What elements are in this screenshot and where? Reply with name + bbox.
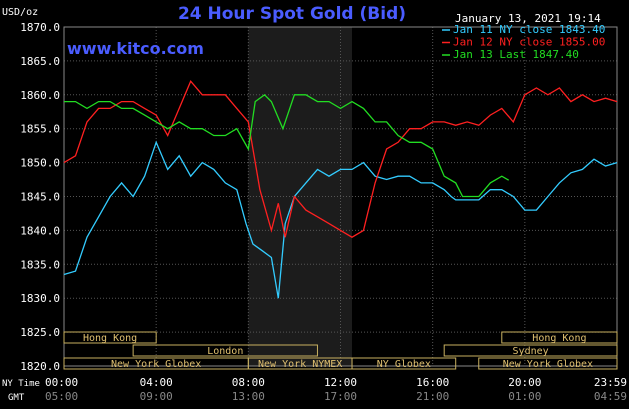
session-box — [501, 331, 618, 344]
session-label: New York Globex — [111, 359, 201, 370]
x-tick-label-gmt: 04:59 — [594, 390, 627, 403]
x-row-ny-label: NY Time — [2, 379, 40, 389]
legend-entry: Jan 12 NY close 1855.00 — [453, 36, 605, 49]
series-line — [63, 140, 618, 299]
y-tick-label: 1865.0 — [20, 55, 60, 68]
session-box — [63, 331, 157, 344]
session-label: New York NYMEX — [258, 359, 342, 370]
session-label: Sydney — [513, 346, 549, 357]
timestamp: January 13, 2021 19:14 — [455, 12, 601, 25]
session-label: NY Globex — [377, 359, 431, 370]
x-tick-label-gmt: 01:00 — [508, 390, 541, 403]
y-tick-label: 1840.0 — [20, 224, 60, 237]
x-tick-label-ny: 08:00 — [232, 376, 265, 389]
shaded-band — [248, 27, 353, 366]
series-line — [63, 79, 618, 238]
x-row-gmt-label: GMT — [8, 393, 25, 403]
x-tick-label-ny: 12:00 — [324, 376, 357, 389]
series-lines — [63, 79, 618, 299]
y-tick-label: 1820.0 — [20, 360, 60, 373]
session-bars: Hong Kong London New York Globex New York N… — [63, 331, 618, 370]
y-tick-label: 1830.0 — [20, 292, 60, 305]
session-box — [132, 344, 318, 357]
y-tick-label: 1835.0 — [20, 258, 60, 271]
x-tick-label-ny: 00:00 — [45, 376, 78, 389]
y-tick-label: 1870.0 — [20, 21, 60, 34]
x-tick-label-gmt: 17:00 — [324, 390, 357, 403]
legend-entry: Jan 13 Last 1847.40 — [453, 48, 579, 61]
x-tick-label-ny: 04:00 — [140, 376, 173, 389]
session-label: London — [207, 346, 243, 357]
x-tick-label-gmt: 09:00 — [140, 390, 173, 403]
y-tick-label: 1850.0 — [20, 157, 60, 170]
y-tick-label: 1825.0 — [20, 326, 60, 339]
watermark-url: www.kitco.com — [67, 39, 204, 58]
chart-title: 24 Hour Spot Gold (Bid) — [178, 4, 406, 24]
x-tick-label-gmt: 13:00 — [232, 390, 265, 403]
x-tick-label-gmt: 21:00 — [416, 390, 449, 403]
series-line — [64, 93, 510, 198]
x-tick-label-ny: 20:00 — [508, 376, 541, 389]
shaded-nymex-region — [248, 27, 353, 366]
x-tick-label-ny: 16:00 — [416, 376, 449, 389]
session-box — [478, 357, 618, 370]
y-unit-label: USD/oz — [2, 7, 38, 18]
session-box — [443, 344, 618, 357]
x-tick-label-ny: 23:59 — [594, 376, 627, 389]
plot-frame — [63, 26, 618, 367]
session-label: Hong Kong — [83, 333, 137, 344]
x-tick-label-gmt: 05:00 — [45, 390, 78, 403]
y-tick-label: 1860.0 — [20, 89, 60, 102]
session-label: New York Globex — [503, 359, 593, 370]
session-label: Hong Kong — [532, 333, 586, 344]
y-tick-label: 1845.0 — [20, 191, 60, 204]
session-box — [351, 357, 457, 370]
y-axis: 1870.0 1865.0 1860.0 1855.0 1850.0 1845.0 1840… — [20, 21, 60, 373]
y-tick-label: 1855.0 — [20, 123, 60, 136]
legend-entry: Jan 11 NY close 1843.40 — [453, 23, 605, 36]
